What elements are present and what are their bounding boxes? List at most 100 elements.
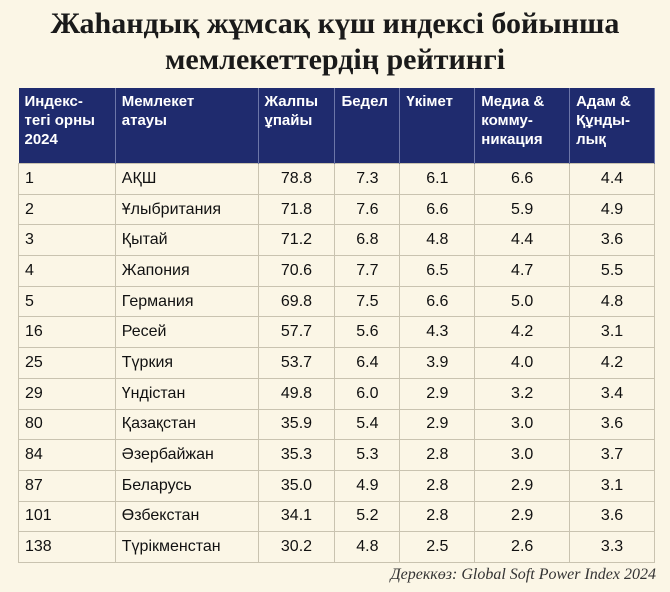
table-cell: 2 bbox=[18, 193, 116, 226]
table-cell: 4.8 bbox=[334, 531, 401, 563]
table-cell: Түркия bbox=[114, 347, 259, 379]
table-cell: 3.6 bbox=[569, 224, 655, 257]
table-cell: 3.4 bbox=[569, 377, 655, 410]
table-cell: 80 bbox=[18, 408, 116, 441]
table-cell: 7.6 bbox=[334, 193, 401, 226]
table-cell: 70.6 bbox=[257, 255, 336, 287]
table-cell: 5.3 bbox=[334, 439, 401, 471]
header-row: Индекс- тегі орны 2024 Мемлекет атауы Жалп… bbox=[18, 88, 655, 164]
table-cell: 3.1 bbox=[569, 316, 655, 349]
table-cell: 87 bbox=[18, 469, 116, 502]
table-row: 101 Өзбекстан 34.1 5.2 2.8 2.9 3.6 bbox=[18, 500, 655, 533]
table-cell: 84 bbox=[18, 439, 116, 471]
table-cell: 6.5 bbox=[399, 255, 476, 287]
table-cell: 5.9 bbox=[474, 193, 571, 226]
table-cell: Түрікменстан bbox=[114, 531, 259, 563]
table-cell: 5.6 bbox=[334, 316, 401, 349]
table-cell: 101 bbox=[18, 500, 116, 533]
table-cell: 2.9 bbox=[399, 377, 476, 410]
table-cell: 5.0 bbox=[474, 285, 571, 318]
table-cell: 6.6 bbox=[399, 285, 476, 318]
table-cell: 57.7 bbox=[257, 316, 336, 349]
table-cell: 4.9 bbox=[334, 469, 401, 502]
rating-table: Индекс- тегі орны 2024 Мемлекет атауы Жалп… bbox=[18, 88, 655, 563]
table-cell: 2.8 bbox=[399, 500, 476, 533]
table-row: 3 Қытай 71.2 6.8 4.8 4.4 3.6 bbox=[18, 224, 655, 257]
table-cell: 5.5 bbox=[569, 255, 655, 287]
table-row: 84 Әзербайжан 35.3 5.3 2.8 3.0 3.7 bbox=[18, 439, 655, 471]
table-cell: 2.5 bbox=[399, 531, 476, 563]
table-row: 5 Германия 69.8 7.5 6.6 5.0 4.8 bbox=[18, 285, 655, 318]
table-cell: Ресей bbox=[114, 316, 259, 349]
table-cell: АҚШ bbox=[114, 163, 259, 195]
table-cell: 35.0 bbox=[257, 469, 336, 502]
table-cell: 7.3 bbox=[334, 163, 401, 195]
table-cell: 5.2 bbox=[334, 500, 401, 533]
table-row: 25 Түркия 53.7 6.4 3.9 4.0 4.2 bbox=[18, 347, 655, 379]
column-header: Адам & Құнды- лық bbox=[569, 88, 655, 164]
table-cell: 4.0 bbox=[474, 347, 571, 379]
table-cell: 4.4 bbox=[474, 224, 571, 257]
table-cell: 2.6 bbox=[474, 531, 571, 563]
table-cell: 4.4 bbox=[569, 163, 655, 195]
column-header: Мемлекет атауы bbox=[115, 88, 259, 164]
table-cell: 4.2 bbox=[474, 316, 571, 349]
table-cell: 25 bbox=[18, 347, 116, 379]
table-row: 138 Түрікменстан 30.2 4.8 2.5 2.6 3.3 bbox=[18, 531, 655, 563]
table-cell: 4.8 bbox=[399, 224, 476, 257]
table-cell: 2.9 bbox=[474, 500, 571, 533]
table-cell: 5.4 bbox=[334, 408, 401, 441]
table-cell: 3.7 bbox=[569, 439, 655, 471]
table-cell: 2.8 bbox=[399, 439, 476, 471]
column-header: Үкімет bbox=[399, 88, 476, 164]
table-cell: 6.6 bbox=[399, 193, 476, 226]
table-cell: 4.8 bbox=[569, 285, 655, 318]
title: Жаһандық жұмсақ күш индексі бойынша мемл… bbox=[50, 7, 620, 76]
column-header: Индекс- тегі орны 2024 bbox=[18, 88, 116, 164]
table-cell: 4.3 bbox=[399, 316, 476, 349]
table-cell: 29 bbox=[18, 377, 116, 410]
table-cell: Қытай bbox=[114, 224, 259, 257]
column-header: Жалпы ұпайы bbox=[258, 88, 336, 164]
table-cell: 49.8 bbox=[257, 377, 336, 410]
table-cell: 3.0 bbox=[474, 439, 571, 471]
table-row: 80 Қазақстан 35.9 5.4 2.9 3.0 3.6 bbox=[18, 408, 655, 441]
table-cell: Ұлыбритания bbox=[114, 193, 259, 226]
table-body: 1 АҚШ 78.8 7.3 6.1 6.6 4.4 2 Ұлыбритания 71.8 7.6 6… bbox=[18, 163, 655, 563]
table-cell: 4.9 bbox=[569, 193, 655, 226]
table-cell: 138 bbox=[18, 531, 116, 563]
column-header: Медиа & комму- никация bbox=[474, 88, 571, 164]
table-row: 29 Үндістан 49.8 6.0 2.9 3.2 3.4 bbox=[18, 377, 655, 410]
table-row: 16 Ресей 57.7 5.6 4.3 4.2 3.1 bbox=[18, 316, 655, 349]
table-cell: 6.4 bbox=[334, 347, 401, 379]
table-cell: 69.8 bbox=[257, 285, 336, 318]
table-cell: 78.8 bbox=[257, 163, 336, 195]
table-cell: Жапония bbox=[114, 255, 259, 287]
source: Дереккөз: Global Soft Power Index 2024 bbox=[390, 566, 656, 583]
table-cell: 1 bbox=[18, 163, 116, 195]
table-cell: 2.9 bbox=[399, 408, 476, 441]
table-row: 1 АҚШ 78.8 7.3 6.1 6.6 4.4 bbox=[18, 163, 655, 195]
table-cell: 3.6 bbox=[569, 408, 655, 441]
table-cell: Өзбекстан bbox=[114, 500, 259, 533]
table-cell: 3.0 bbox=[474, 408, 571, 441]
table-cell: 71.2 bbox=[257, 224, 336, 257]
table-cell: 6.6 bbox=[474, 163, 571, 195]
table-cell: 6.1 bbox=[399, 163, 476, 195]
table-cell: 4 bbox=[18, 255, 116, 287]
table-cell: 3 bbox=[18, 224, 116, 257]
table-cell: Үндістан bbox=[114, 377, 259, 410]
table-cell: 35.3 bbox=[257, 439, 336, 471]
table-cell: 53.7 bbox=[257, 347, 336, 379]
table-cell: 3.9 bbox=[399, 347, 476, 379]
table-cell: 35.9 bbox=[257, 408, 336, 441]
table-cell: 3.6 bbox=[569, 500, 655, 533]
table-cell: 4.2 bbox=[569, 347, 655, 379]
table-cell: 3.2 bbox=[474, 377, 571, 410]
table-cell: Әзербайжан bbox=[114, 439, 259, 471]
table-cell: 16 bbox=[18, 316, 116, 349]
table-cell: 3.3 bbox=[569, 531, 655, 563]
table-row: 2 Ұлыбритания 71.8 7.6 6.6 5.9 4.9 bbox=[18, 193, 655, 226]
table-cell: 4.7 bbox=[474, 255, 571, 287]
